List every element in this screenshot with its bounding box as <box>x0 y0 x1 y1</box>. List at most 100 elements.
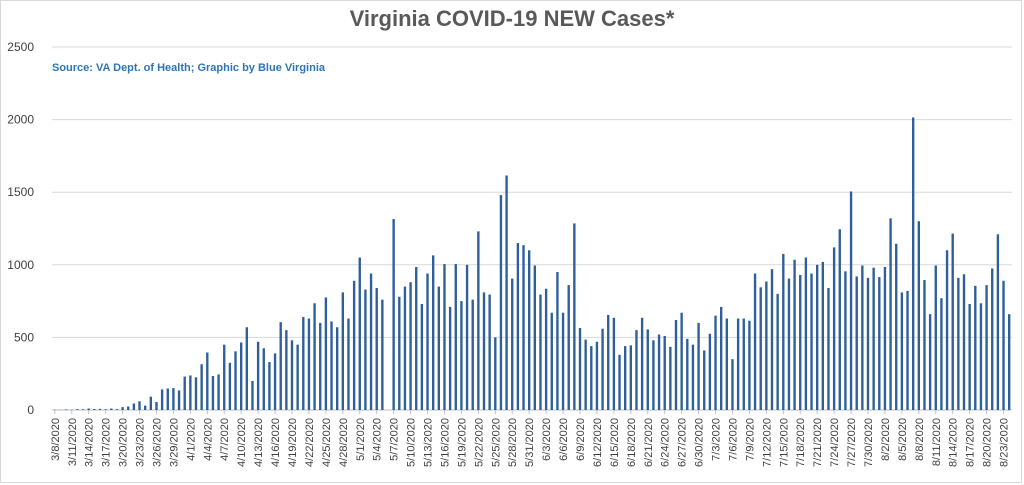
bar <box>945 250 949 410</box>
bar <box>98 408 102 410</box>
bar <box>906 290 909 410</box>
x-tick-label: 3/8/2020 <box>50 418 62 461</box>
x-tick-label: 5/19/2020 <box>456 418 468 467</box>
bar <box>183 376 186 410</box>
bar <box>601 328 604 410</box>
x-tick-label: 3/23/2020 <box>135 418 147 467</box>
bar <box>93 408 96 410</box>
bar <box>460 301 463 410</box>
bar <box>296 344 299 410</box>
bar <box>815 264 819 410</box>
bar <box>194 377 198 410</box>
chart-title: Virginia COVID-19 NEW Cases* <box>349 6 675 31</box>
bar <box>465 264 469 410</box>
bar <box>335 327 339 410</box>
bar <box>403 286 407 410</box>
x-tick-label: 5/28/2020 <box>507 418 519 467</box>
bar <box>398 296 401 410</box>
bar <box>849 191 853 410</box>
bar <box>285 330 288 410</box>
bar <box>273 353 277 410</box>
bar <box>211 376 215 410</box>
bar <box>307 318 311 410</box>
bar <box>471 299 474 410</box>
bar <box>940 298 943 410</box>
bar <box>499 195 503 410</box>
bar <box>369 273 373 410</box>
x-tick-label: 6/3/2020 <box>541 418 553 461</box>
y-tick-label: 2500 <box>7 40 34 54</box>
bar <box>985 285 988 410</box>
bar <box>550 312 553 410</box>
bar <box>279 322 282 410</box>
x-tick-label: 4/4/2020 <box>202 418 214 461</box>
bar <box>911 117 915 411</box>
bar <box>866 277 870 410</box>
bar <box>239 342 243 410</box>
x-tick-label: 7/21/2020 <box>812 418 824 467</box>
bar <box>804 257 808 410</box>
y-axis: 0 500 1000 1500 2000 2500 <box>7 40 34 417</box>
bar <box>652 340 655 410</box>
bar <box>957 277 960 410</box>
x-tick-label: 7/3/2020 <box>711 418 723 461</box>
x-tick-label: 4/22/2020 <box>304 418 316 467</box>
bar <box>544 288 548 410</box>
x-tick-label: 3/29/2020 <box>168 418 180 467</box>
bar <box>121 407 124 410</box>
bar <box>974 285 977 410</box>
bar <box>889 218 892 410</box>
bars <box>53 117 1011 411</box>
bar <box>81 409 85 410</box>
bar <box>799 274 802 410</box>
x-tick-label: 8/2/2020 <box>880 418 892 461</box>
bar <box>206 352 209 410</box>
bar <box>697 322 700 410</box>
source-annotation: Source: VA Dept. of Health; Graphic by B… <box>52 62 326 74</box>
bar <box>527 250 531 410</box>
x-tick-label: 6/9/2020 <box>575 418 587 461</box>
y-tick-label: 1500 <box>7 185 34 199</box>
bar <box>448 306 452 410</box>
bar <box>934 265 937 410</box>
bar <box>330 321 333 410</box>
bar <box>488 294 491 410</box>
bar <box>765 281 768 410</box>
bar <box>302 317 305 410</box>
bar <box>132 403 136 410</box>
x-tick-label: 5/1/2020 <box>355 418 367 461</box>
bar <box>364 289 367 410</box>
y-tick-label: 1000 <box>7 258 34 272</box>
x-tick-label: 8/8/2020 <box>914 418 926 461</box>
bar <box>787 278 791 410</box>
bar <box>409 282 412 410</box>
x-tick-label: 7/6/2020 <box>727 418 739 461</box>
x-tick-label: 4/1/2020 <box>185 418 197 461</box>
bar <box>115 409 119 410</box>
x-tick-label: 8/20/2020 <box>982 418 994 467</box>
bar <box>189 375 192 410</box>
bar <box>646 329 649 410</box>
bar <box>719 306 723 410</box>
bar <box>511 278 514 410</box>
x-tick-label: 3/14/2020 <box>84 418 96 467</box>
bar <box>928 314 932 410</box>
bar <box>200 364 203 410</box>
bar <box>256 341 260 410</box>
x-tick-label: 4/28/2020 <box>338 418 350 467</box>
bar <box>381 299 384 410</box>
bar <box>313 303 316 410</box>
bar <box>629 345 633 410</box>
bar <box>895 243 898 410</box>
bar <box>883 266 887 410</box>
bar <box>319 322 322 410</box>
x-tick-label: 6/21/2020 <box>643 418 655 467</box>
x-tick-label: 6/6/2020 <box>558 418 570 461</box>
bar <box>703 350 706 410</box>
bar <box>584 339 587 410</box>
bar <box>657 334 661 410</box>
y-tick-label: 500 <box>14 330 34 344</box>
x-tick-label: 5/13/2020 <box>423 418 435 467</box>
x-tick-label: 8/11/2020 <box>931 418 943 466</box>
